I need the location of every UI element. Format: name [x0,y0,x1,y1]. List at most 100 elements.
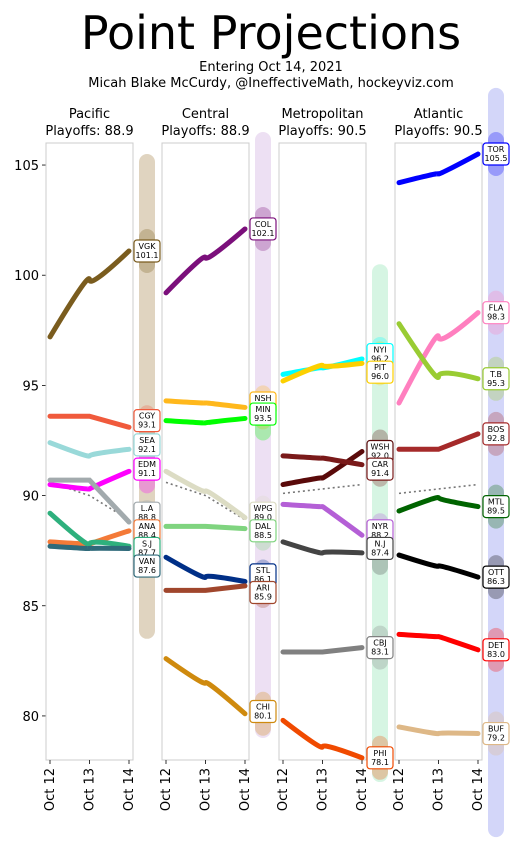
team-abbrev: PHI [373,749,386,758]
series-line-col [163,226,248,296]
series-line-cbj [280,645,365,655]
team-projection-value: 92.0 [371,452,389,461]
x-tick-label: Oct 12 [43,768,58,811]
team-label-box [249,217,277,241]
y-tick-label: 105 [14,159,39,174]
series-line-bos [396,431,481,452]
team-abbrev: FLA [489,304,504,313]
series-line-tor [396,151,481,186]
series-line-dal [163,523,248,532]
division-name: Metropolitan [281,107,363,122]
team-abbrev: EDM [138,460,156,469]
team-label-box [249,402,277,426]
series-line-cgy [47,413,132,430]
team-projection-value: 96.0 [371,372,389,381]
team-projection-value: 79.2 [487,734,505,743]
x-tick-label: Oct 14 [471,768,486,811]
y-tick-label: 85 [22,600,39,615]
team-label-box [482,638,510,662]
team-projection-value: 88.5 [254,531,272,540]
team-projection-value: 93.1 [138,421,156,430]
team-projection-value: 86.3 [487,577,505,586]
series-line-det [396,631,481,653]
series-line-tb [396,321,481,382]
team-abbrev: CBJ [373,639,386,648]
x-tick-label: Oct 13 [83,768,98,811]
series-line-stl [163,554,248,585]
team-label-box [482,494,510,519]
team-label-box [482,142,510,166]
series-line-la [47,477,132,525]
playoff-cutoff-line [398,483,479,495]
team-abbrev: CAR [372,460,389,469]
team-label-box [482,301,510,325]
team-label-box [366,360,394,384]
team-projection-value: 83.0 [487,650,505,659]
series-line-nyr [280,501,365,538]
team-projection-value: 88.8 [138,513,156,522]
team-label-box [366,457,394,481]
team-abbrev: ARI [256,584,269,593]
team-projection-value: 87.7 [138,548,156,557]
team-abbrev: PIT [374,363,386,372]
team-projection-value: 85.9 [254,593,272,602]
x-tick-label: Oct 12 [276,768,291,811]
division-name: Atlantic [414,107,463,122]
team-projection-value: 98.3 [487,313,505,322]
division-panel-central: Central Playoffs: 88.9 Oct 12 Oct 13 Oct 14 C… [159,107,277,811]
team-abbrev: S.J [142,539,152,548]
team-label-box [482,565,510,589]
x-tick-label: Oct 14 [122,768,137,811]
team-label-tb: T.B95.3 [482,367,510,391]
team-label-box [133,239,161,263]
chart-subtitle-line-1: Entering Oct 14, 2021 [199,60,343,75]
division-name: Pacific [69,107,110,122]
team-label-box [482,721,510,746]
team-abbrev: STL [256,566,271,575]
team-abbrev: DAL [255,522,271,531]
series-line-fla [396,310,481,406]
team-abbrev: CHI [256,703,270,712]
team-abbrev: DET [488,641,504,650]
team-abbrev: VGK [139,242,157,251]
team-projection-value: 89.0 [254,513,272,522]
team-projection-value: 93.5 [254,414,272,423]
playoff-cutoff-line [282,483,363,495]
team-abbrev: VAN [139,557,155,566]
team-label-nj: N.J87.4 [366,536,394,561]
team-projection-value: 92.8 [487,434,505,443]
x-tick-label: Oct 13 [432,768,447,811]
team-projection-value: 88.2 [371,531,389,540]
series-line-ari [163,583,248,593]
team-projection-value: 102.1 [252,229,275,238]
series-line-chi [163,656,248,717]
playoff-cutoff-line [165,481,246,521]
series-line-sj [47,510,132,549]
team-label-box [133,554,161,578]
team-projection-value: 80.1 [254,712,272,721]
division-playoff-line: Playoffs: 88.9 [45,124,133,139]
y-tick-label: 80 [22,710,39,725]
series-line-wsh [280,449,365,488]
team-abbrev: NYR [372,522,389,531]
team-abbrev: MTL [488,498,505,507]
team-abbrev: WPG [254,504,273,513]
division-name: Central [182,107,229,122]
team-abbrev: BOS [488,425,505,434]
team-projection-value: 78.1 [371,758,389,767]
x-tick-label: Oct 12 [159,768,174,811]
team-abbrev: T.B [489,370,502,379]
y-tick-label: 100 [14,269,39,284]
